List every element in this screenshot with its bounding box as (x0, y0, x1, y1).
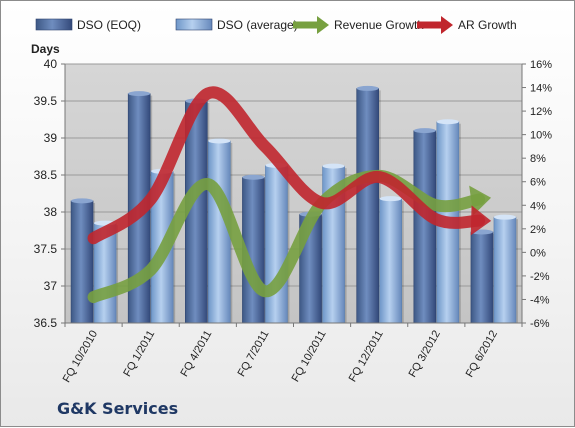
x-tick-label: FQ 12/2011 (347, 329, 386, 385)
x-tick-label: FQ 7/2011 (236, 329, 272, 379)
legend-swatch (175, 18, 213, 31)
bar (413, 130, 437, 324)
y-tick-label: 39.5 (34, 94, 58, 108)
y2-tick-label: 2% (530, 224, 546, 236)
legend-swatch (35, 18, 73, 31)
series-line (87, 169, 486, 304)
bar-top (322, 163, 345, 169)
legend-label: AR Growth (458, 18, 517, 32)
y2-tick-label: -4% (530, 294, 550, 306)
bar (493, 216, 517, 324)
bar (379, 198, 402, 324)
legend: DSO (EOQ) DSO (average) Revenue Growth AR G… (35, 16, 517, 34)
bar-top (71, 198, 94, 204)
legend-swatch-arrow (317, 16, 329, 34)
bar-top (242, 174, 265, 180)
bar (265, 165, 288, 324)
y2-tick-label: 8% (530, 153, 546, 165)
y2-tick-label: 14% (530, 83, 552, 95)
bar (356, 88, 379, 324)
legend-label: DSO (EOQ) (77, 18, 141, 32)
bar-top (128, 91, 151, 97)
legend-label: Revenue Growth (334, 18, 424, 32)
x-tick-label: FQ 10/2010 (61, 329, 100, 385)
y-tick-label: 40 (44, 57, 58, 71)
y-tick-label: 36.5 (34, 316, 58, 330)
bar-top (356, 85, 379, 91)
bar-top (436, 119, 459, 125)
y-tick-label: 38 (44, 205, 58, 219)
y2-tick-label: 4% (530, 200, 546, 212)
y2-tick-label: -6% (530, 318, 550, 330)
y2-tick-label: 12% (530, 106, 552, 118)
legend-swatch-arrow (441, 16, 453, 34)
y-tick-label: 39 (44, 131, 58, 145)
y-tick-label: 38.5 (34, 168, 58, 182)
x-tick-label: FQ 1/2011 (121, 329, 157, 379)
bar (208, 140, 231, 324)
y-tick-label: 37 (44, 279, 58, 293)
series-line (87, 86, 486, 245)
series-arrowhead (470, 205, 492, 236)
bar-top (379, 196, 402, 202)
y-tick-label: 37.5 (34, 242, 58, 256)
bar-top (493, 214, 516, 220)
y2-tick-label: 6% (530, 177, 546, 189)
bar-top (413, 128, 436, 134)
bar (470, 231, 494, 324)
x-tick-label: FQ 6/2012 (464, 329, 500, 380)
bar (70, 200, 94, 324)
x-tick-label: FQ 3/2012 (407, 329, 443, 380)
growth-lines-layer (87, 86, 492, 304)
y2-tick-label: -2% (530, 271, 550, 283)
y2-tick-label: 16% (530, 59, 552, 71)
company-name: G&K Services (57, 399, 179, 418)
legend-label: DSO (average) (217, 18, 298, 32)
y-axis-title: Days (31, 42, 60, 56)
y2-tick-label: 0% (530, 247, 546, 259)
x-tick-label: FQ 4/2011 (178, 329, 214, 379)
y2-tick-label: 10% (530, 130, 552, 142)
bar-top (208, 138, 231, 144)
x-tick-label: FQ 10/2011 (290, 329, 329, 385)
